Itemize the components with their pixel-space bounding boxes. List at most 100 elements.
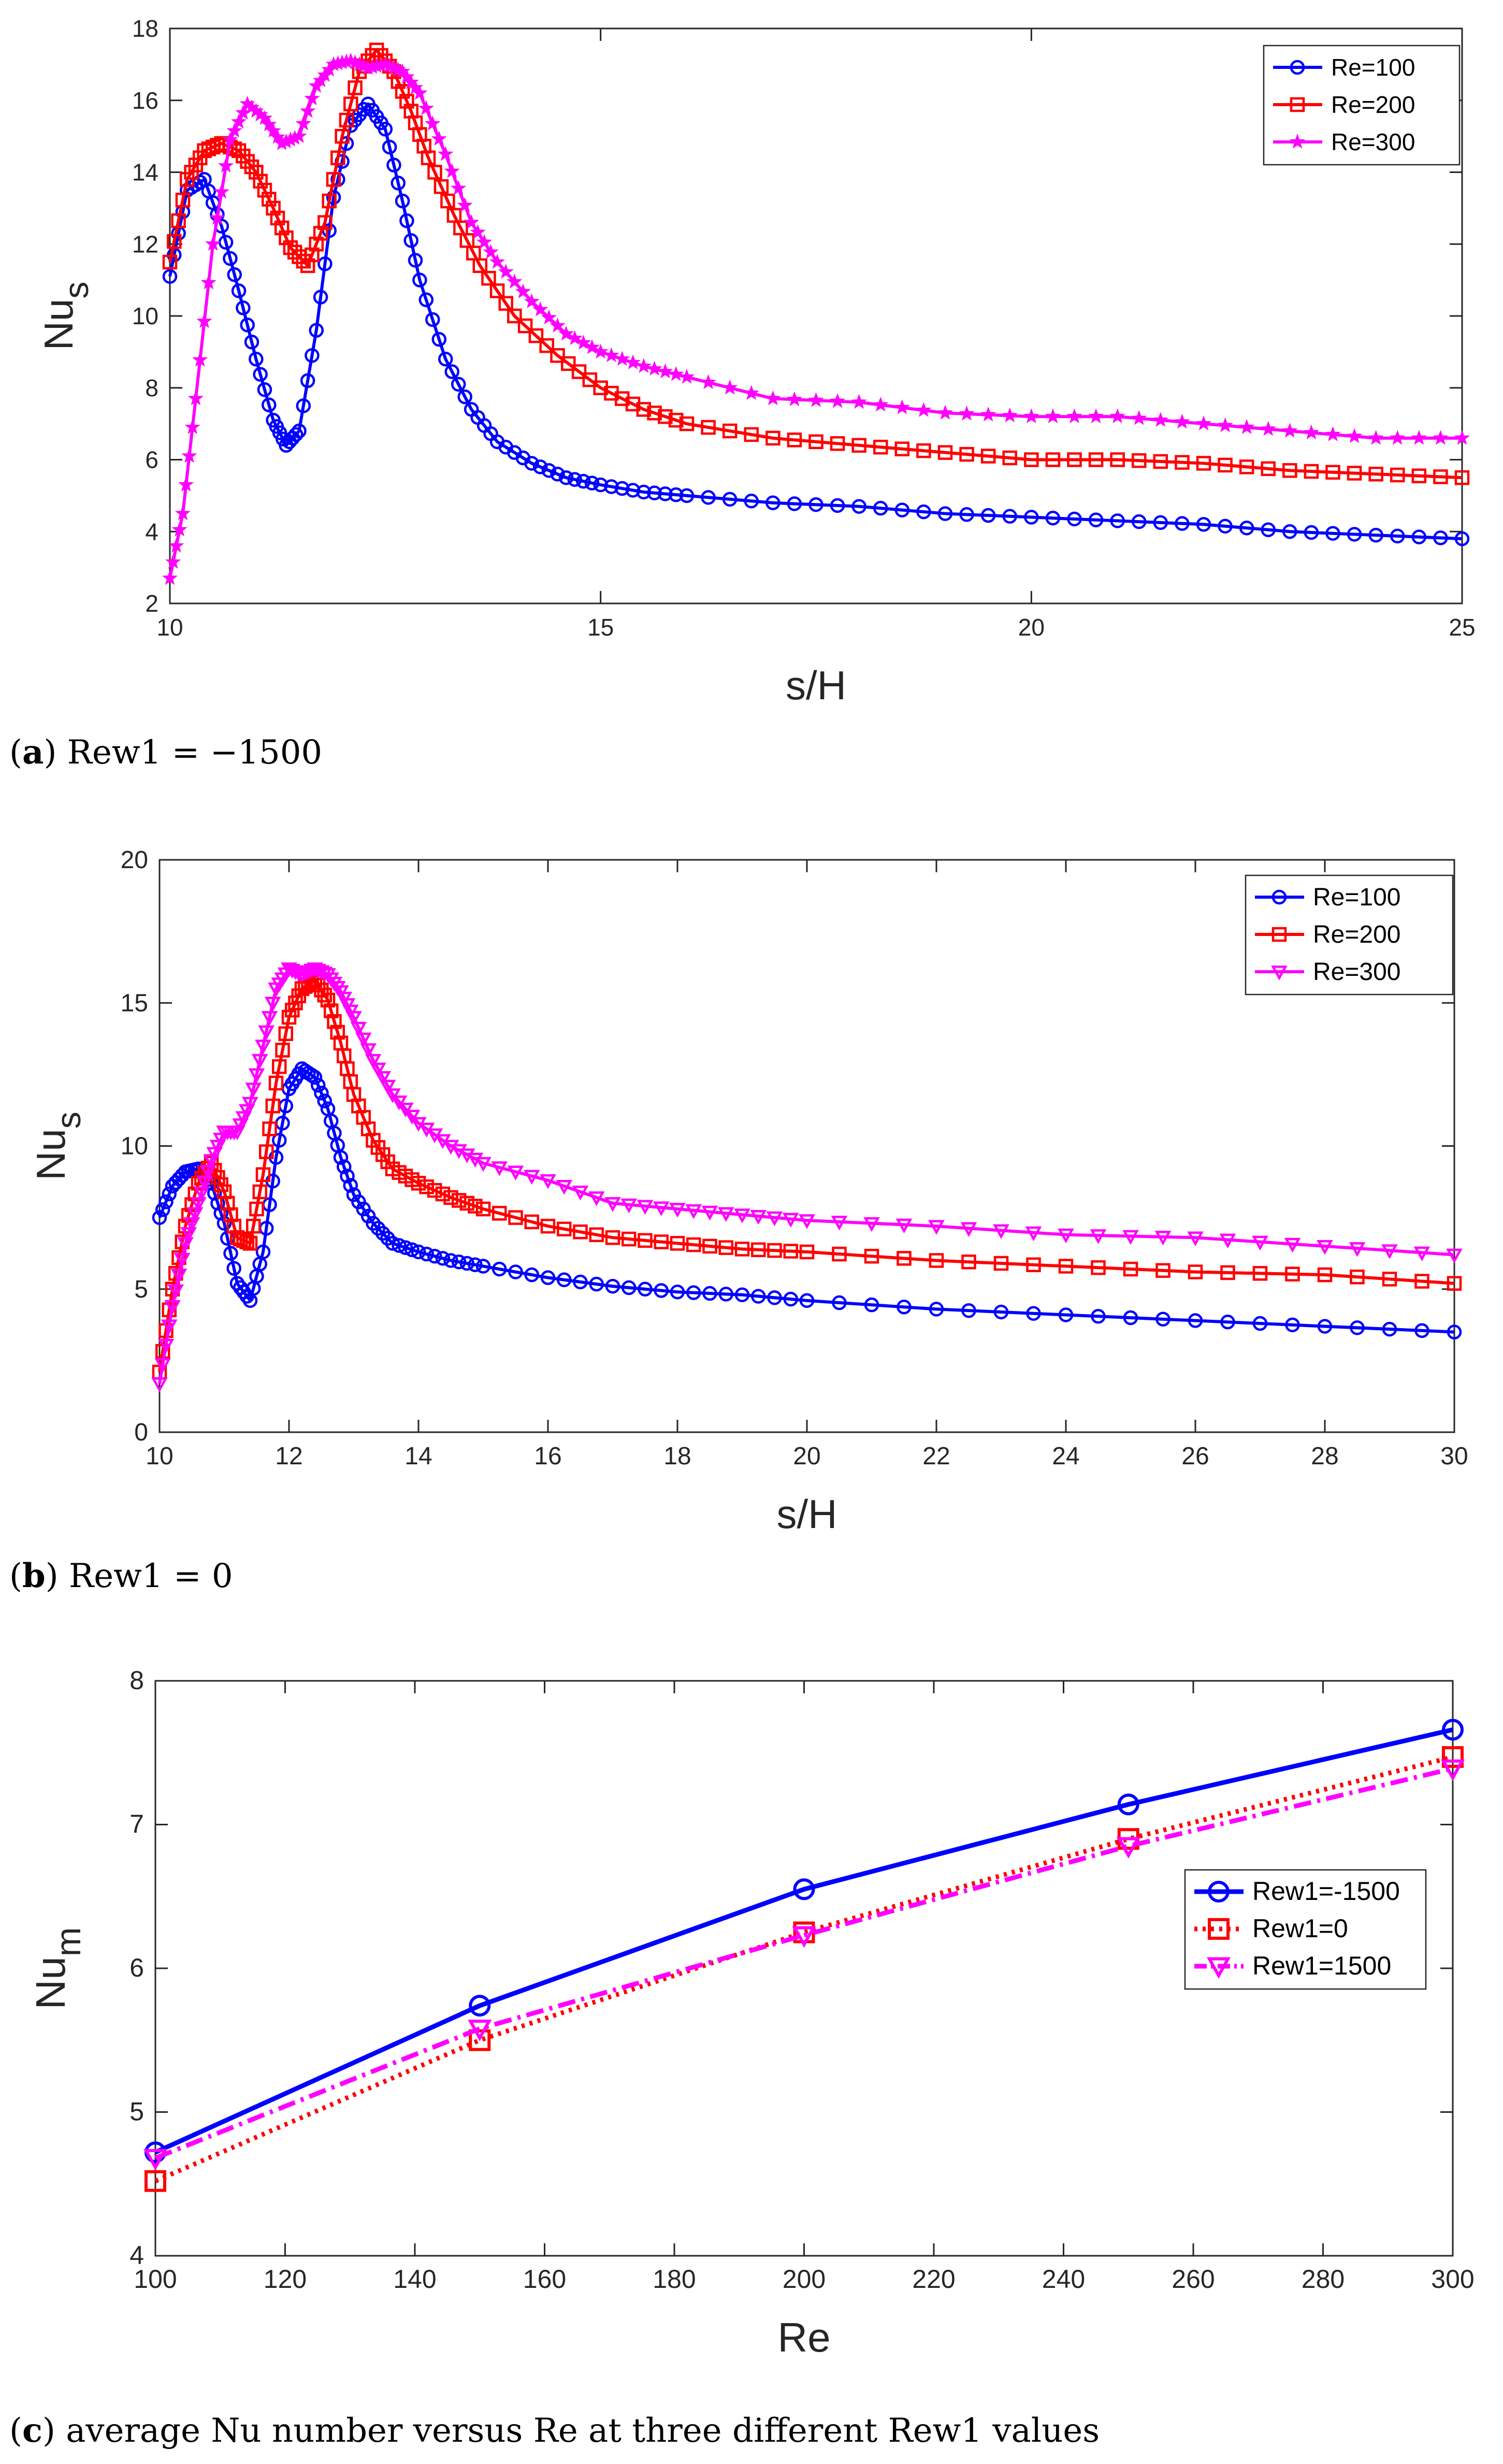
y-axis-label-subscript: s: [57, 282, 95, 299]
y-tick-label: 20: [121, 846, 148, 874]
data-point: [177, 1237, 194, 1252]
data-point: [550, 348, 565, 363]
data-point: [1090, 1229, 1107, 1244]
data-point: [799, 1293, 815, 1308]
data-point: [278, 1026, 293, 1041]
data-point: [873, 439, 888, 455]
x-tick-label: 24: [1052, 1443, 1079, 1470]
data-point: [433, 179, 449, 194]
data-point: [1045, 452, 1061, 467]
y-tick-label: 18: [132, 15, 158, 42]
data-point: [155, 1202, 170, 1217]
data-point: [1091, 1260, 1106, 1275]
data-point: [540, 1270, 556, 1285]
data-point: [766, 1211, 783, 1227]
data-point: [475, 1259, 491, 1274]
data-point: [993, 1224, 1009, 1240]
data-point: [524, 456, 539, 471]
x-tick-label: 100: [134, 2265, 177, 2294]
caption-b: (b) Rew1 = 0: [9, 1557, 233, 1595]
data-point: [190, 1197, 207, 1212]
data-point: [438, 146, 454, 161]
x-tick-label: 10: [146, 1443, 173, 1470]
data-point: [327, 1014, 342, 1029]
x-tick-label: 15: [587, 614, 614, 641]
data-point: [622, 1280, 637, 1295]
data-point: [717, 1207, 734, 1222]
data-point: [584, 475, 600, 491]
data-point: [894, 441, 910, 456]
data-point: [1284, 1237, 1301, 1253]
data-point: [1454, 430, 1470, 445]
data-point: [592, 343, 609, 359]
x-tick-label: 140: [393, 2265, 436, 2294]
data-point: [1067, 511, 1082, 527]
data-point: [230, 113, 247, 129]
data-point: [744, 427, 759, 442]
series-line: [154, 1754, 1454, 2183]
data-point: [272, 1133, 287, 1148]
data-point: [864, 1248, 879, 1264]
data-point: [524, 1214, 539, 1230]
data-point: [444, 364, 459, 379]
x-tick-label: 280: [1302, 2265, 1345, 2294]
data-point: [1219, 1233, 1236, 1249]
data-point: [1122, 1230, 1139, 1245]
data-point: [507, 273, 523, 289]
data-point: [851, 499, 866, 514]
data-point: [395, 84, 410, 99]
data-point: [576, 473, 591, 489]
data-point: [787, 496, 802, 511]
x-tick-label: 26: [1181, 1443, 1209, 1470]
data-point: [734, 1242, 750, 1257]
data-point: [1023, 408, 1039, 424]
data-point: [470, 224, 486, 239]
data-point: [1002, 509, 1017, 524]
data-point: [1188, 1264, 1203, 1279]
data-point: [637, 1200, 654, 1215]
legend-marker: [1271, 927, 1287, 942]
y-tick-label: 15: [121, 989, 148, 1017]
data-point: [1153, 515, 1168, 530]
chart-1-x-axis-label: s/H: [786, 662, 846, 708]
data-point: [1220, 1265, 1235, 1280]
data-point: [765, 430, 781, 446]
data-point: [305, 348, 320, 363]
data-point: [378, 122, 393, 137]
data-point: [571, 364, 587, 379]
data-point: [425, 312, 440, 327]
data-point: [541, 309, 557, 325]
data-point: [1239, 459, 1254, 474]
data-point: [253, 174, 268, 189]
data-point: [304, 90, 320, 106]
x-tick-label: 28: [1311, 1443, 1338, 1470]
data-point: [330, 150, 345, 165]
chart-1-legend: Re=100 Re=200 Re=300: [1263, 45, 1461, 166]
caption-a-close: ): [44, 733, 57, 772]
x-tick-label: 20: [793, 1443, 820, 1470]
data-point: [309, 323, 324, 338]
data-point: [1349, 1242, 1366, 1257]
data-point: [593, 477, 608, 493]
data-point: [300, 373, 315, 388]
data-point: [491, 1161, 508, 1176]
data-point: [440, 193, 455, 209]
x-tick-label: 200: [783, 2265, 826, 2294]
data-point: [294, 968, 310, 983]
data-point: [750, 1210, 767, 1225]
data-point: [561, 356, 576, 371]
data-point: [1285, 1266, 1300, 1281]
data-point: [249, 165, 264, 180]
data-point: [808, 434, 823, 450]
data-point: [236, 300, 251, 315]
data-point: [287, 244, 302, 260]
data-point: [262, 397, 277, 412]
data-point: [1325, 526, 1340, 541]
data-point: [523, 1170, 540, 1185]
data-point: [419, 1179, 434, 1194]
y-tick-label: 10: [121, 1133, 148, 1160]
data-point: [1152, 412, 1168, 427]
data-point: [604, 479, 619, 494]
data-point: [799, 1214, 815, 1229]
data-point: [333, 1150, 349, 1165]
